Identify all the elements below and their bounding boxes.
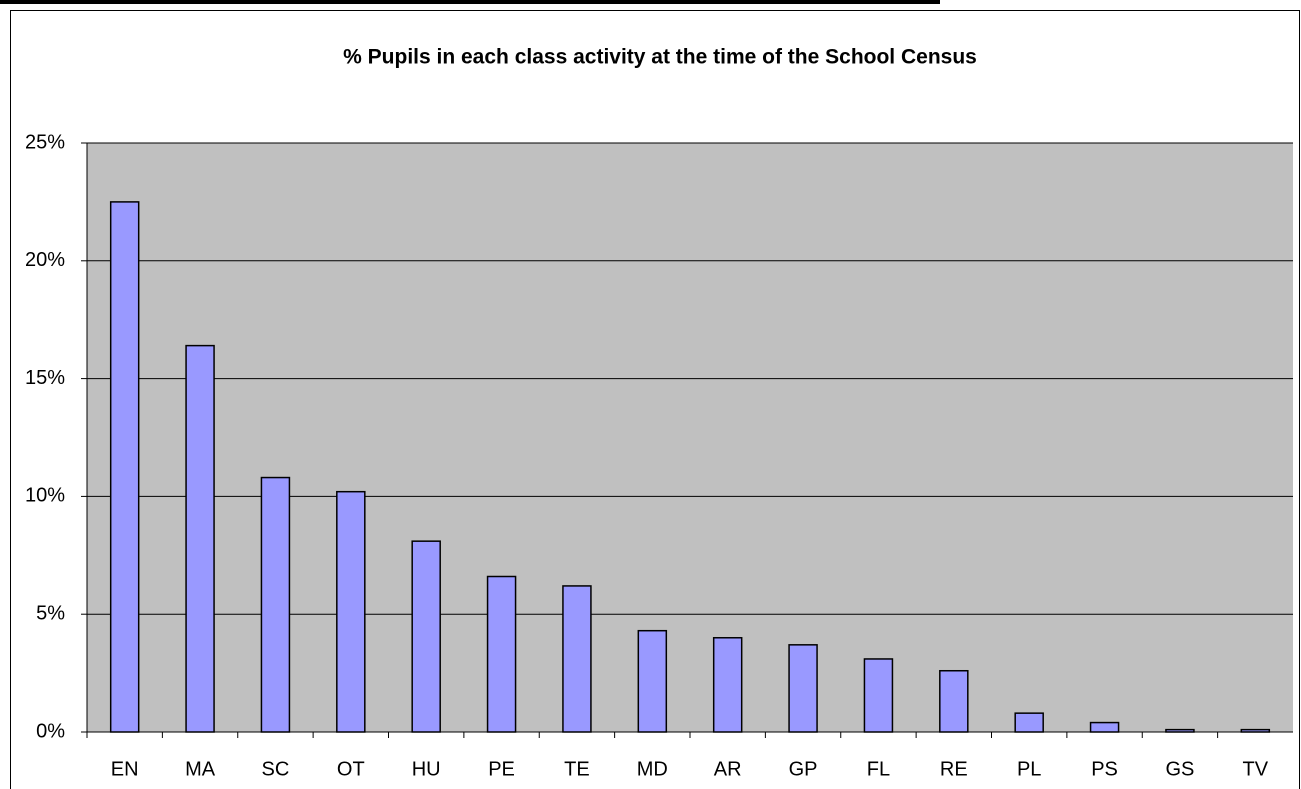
- x-tick-label: GP: [789, 758, 818, 780]
- bar: [1014, 712, 1044, 733]
- x-tick-label: MD: [637, 758, 668, 780]
- chart-title: % Pupils in each class activity at the t…: [343, 46, 977, 69]
- y-tick-label: 20%: [25, 249, 65, 271]
- bar: [411, 540, 441, 733]
- x-tick-label: PL: [1017, 758, 1041, 780]
- x-tick-label: HU: [412, 758, 441, 780]
- y-tick-label: 0%: [36, 720, 65, 742]
- bar: [260, 476, 291, 733]
- y-tick-label: 10%: [25, 485, 65, 507]
- bar: [486, 575, 517, 733]
- x-tick-label: PS: [1091, 758, 1118, 780]
- bar: [863, 658, 894, 733]
- x-tick-label: TE: [564, 758, 590, 780]
- x-tick-label: RE: [940, 758, 968, 780]
- x-tick-label: PE: [488, 758, 515, 780]
- x-tick-label: TV: [1243, 758, 1269, 780]
- top-rule: [0, 0, 940, 4]
- x-tick-label: FL: [867, 758, 890, 780]
- bar: [185, 344, 215, 733]
- y-tick-label: 15%: [25, 367, 65, 389]
- bar: [562, 585, 592, 733]
- x-tick-label: SC: [262, 758, 290, 780]
- bar: [712, 637, 743, 733]
- y-tick-label: 25%: [25, 131, 65, 153]
- bar: [939, 669, 969, 733]
- x-tick-label: OT: [337, 758, 365, 780]
- x-tick-label: AR: [714, 758, 742, 780]
- x-tick-label: EN: [111, 758, 139, 780]
- bar: [1089, 721, 1120, 733]
- bar: [336, 490, 366, 733]
- y-tick-label: 5%: [36, 602, 65, 624]
- bar: [637, 629, 668, 733]
- x-tick-label: GS: [1165, 758, 1194, 780]
- bar: [788, 644, 818, 733]
- x-tick-label: MA: [185, 758, 216, 780]
- bar: [109, 201, 140, 733]
